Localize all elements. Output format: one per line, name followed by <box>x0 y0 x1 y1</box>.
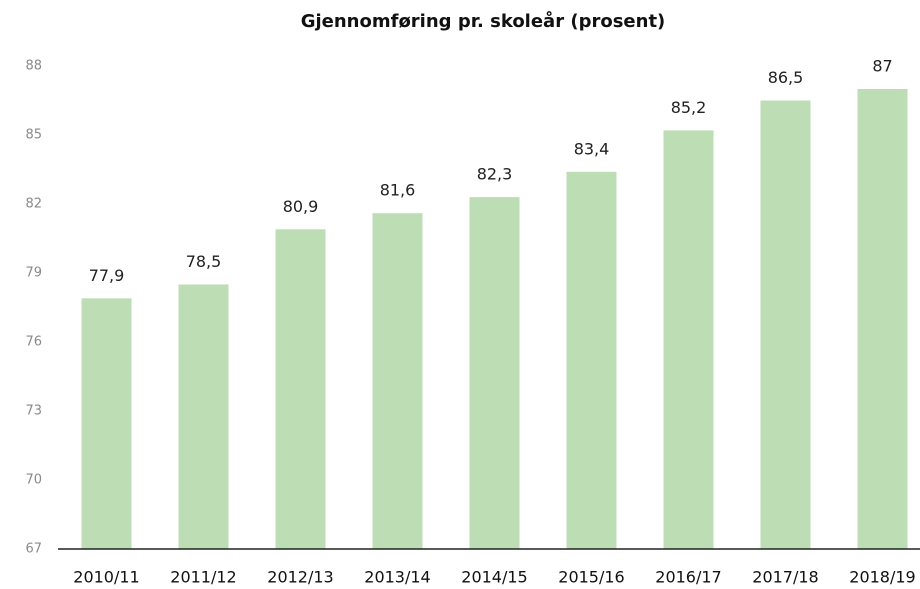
x-tick-label: 2014/15 <box>461 568 527 587</box>
x-tick-label: 2012/13 <box>267 568 333 587</box>
value-label: 81,6 <box>380 181 416 200</box>
value-label: 78,5 <box>186 252 222 271</box>
bar <box>178 284 229 549</box>
value-label: 82,3 <box>477 165 513 184</box>
value-label: 77,9 <box>89 266 125 285</box>
bar <box>857 89 908 549</box>
x-tick-label: 2013/14 <box>364 568 430 587</box>
x-tick-label: 2010/11 <box>73 568 139 587</box>
bar <box>760 100 811 549</box>
bar <box>81 298 132 549</box>
x-tick-label: 2016/17 <box>655 568 721 587</box>
value-label: 80,9 <box>283 197 319 216</box>
value-label: 87 <box>872 57 892 76</box>
y-tick-label: 73 <box>25 404 42 419</box>
value-label: 86,5 <box>768 68 804 87</box>
bar <box>566 171 617 550</box>
value-label: 85,2 <box>671 98 707 117</box>
value-label: 83,4 <box>574 139 610 158</box>
y-tick-label: 70 <box>25 473 42 488</box>
bar <box>372 213 423 549</box>
y-tick-label: 85 <box>25 128 42 143</box>
y-tick-label: 82 <box>25 197 42 212</box>
y-tick-label: 76 <box>25 335 42 350</box>
bar <box>469 197 520 549</box>
x-tick-label: 2017/18 <box>752 568 818 587</box>
y-tick-label: 67 <box>25 542 42 557</box>
y-tick-label: 79 <box>25 266 42 281</box>
bar <box>663 130 714 549</box>
bar <box>275 229 326 550</box>
chart-title: Gjennomføring pr. skoleår (prosent) <box>301 10 666 32</box>
x-tick-label: 2011/12 <box>170 568 236 587</box>
x-tick-label: 2015/16 <box>558 568 624 587</box>
x-tick-label: 2018/19 <box>849 568 915 587</box>
y-tick-label: 88 <box>25 59 42 74</box>
